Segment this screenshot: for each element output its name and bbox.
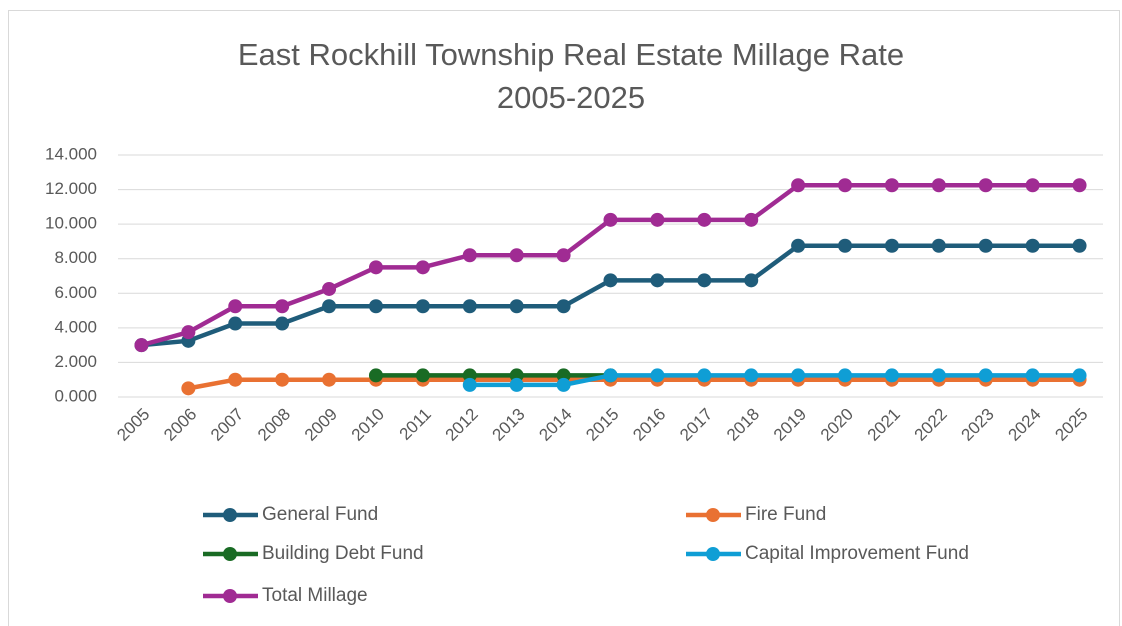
legend-label: Total Millage (262, 585, 368, 606)
data-point (462, 299, 477, 314)
data-point (1072, 368, 1087, 383)
data-point (838, 178, 853, 193)
data-point (134, 338, 149, 353)
legend-marker (706, 547, 720, 561)
data-point (368, 299, 383, 314)
data-point (415, 260, 430, 275)
data-point (509, 248, 524, 263)
data-point (838, 238, 853, 253)
data-point (368, 368, 383, 383)
series-line (469, 373, 1080, 388)
data-point (1025, 238, 1040, 253)
data-point (603, 368, 618, 383)
chart-subtitle: 2005-2025 (497, 80, 645, 115)
data-point (1025, 368, 1040, 383)
data-point (181, 381, 196, 396)
data-point (228, 316, 243, 331)
data-point (462, 377, 477, 392)
data-point (275, 372, 290, 387)
data-point (697, 212, 712, 227)
y-tick-label: 10.000 (45, 214, 97, 233)
data-point (181, 325, 196, 340)
data-point (697, 273, 712, 288)
data-point (322, 299, 337, 314)
data-point (978, 238, 993, 253)
data-point (275, 316, 290, 331)
data-point (603, 212, 618, 227)
data-point (462, 248, 477, 263)
data-point (791, 178, 806, 193)
data-point (415, 368, 430, 383)
data-point (697, 368, 712, 383)
legend-label: Building Debt Fund (262, 543, 424, 564)
data-point (556, 377, 571, 392)
data-point (228, 372, 243, 387)
data-point (650, 212, 665, 227)
y-tick-label: 4.000 (54, 317, 97, 336)
data-point (603, 273, 618, 288)
chart-title: East Rockhill Township Real Estate Milla… (238, 37, 904, 72)
data-point (650, 368, 665, 383)
legend-label: Capital Improvement Fund (745, 543, 969, 564)
data-point (978, 368, 993, 383)
data-point (509, 377, 524, 392)
data-point (978, 178, 993, 193)
data-point (931, 238, 946, 253)
data-point (791, 238, 806, 253)
data-point (931, 178, 946, 193)
data-point (509, 299, 524, 314)
chart-frame (8, 10, 1120, 626)
data-point (322, 281, 337, 296)
y-tick-label: 0.000 (54, 386, 97, 405)
data-point (556, 248, 571, 263)
data-point (1072, 178, 1087, 193)
y-tick-label: 8.000 (54, 248, 97, 267)
data-point (884, 238, 899, 253)
y-tick-label: 14.000 (45, 144, 97, 163)
y-tick-label: 2.000 (54, 352, 97, 371)
legend-label: General Fund (262, 504, 378, 525)
data-point (884, 178, 899, 193)
data-point (556, 299, 571, 314)
legend-label: Fire Fund (745, 504, 826, 525)
data-point (1025, 178, 1040, 193)
legend-marker (223, 547, 237, 561)
data-point (838, 368, 853, 383)
data-point (791, 368, 806, 383)
data-point (884, 368, 899, 383)
data-point (275, 299, 290, 314)
y-tick-label: 12.000 (45, 179, 97, 198)
data-point (1072, 238, 1087, 253)
series-line (187, 377, 1080, 391)
data-point (744, 212, 759, 227)
data-point (744, 368, 759, 383)
legend-marker (706, 508, 720, 522)
data-point (368, 260, 383, 275)
legend-marker (223, 508, 237, 522)
data-point (228, 299, 243, 314)
y-tick-label: 6.000 (54, 283, 97, 302)
data-point (650, 273, 665, 288)
data-point (744, 273, 759, 288)
data-point (931, 368, 946, 383)
legend-marker (223, 589, 237, 603)
data-point (415, 299, 430, 314)
data-point (322, 372, 337, 387)
